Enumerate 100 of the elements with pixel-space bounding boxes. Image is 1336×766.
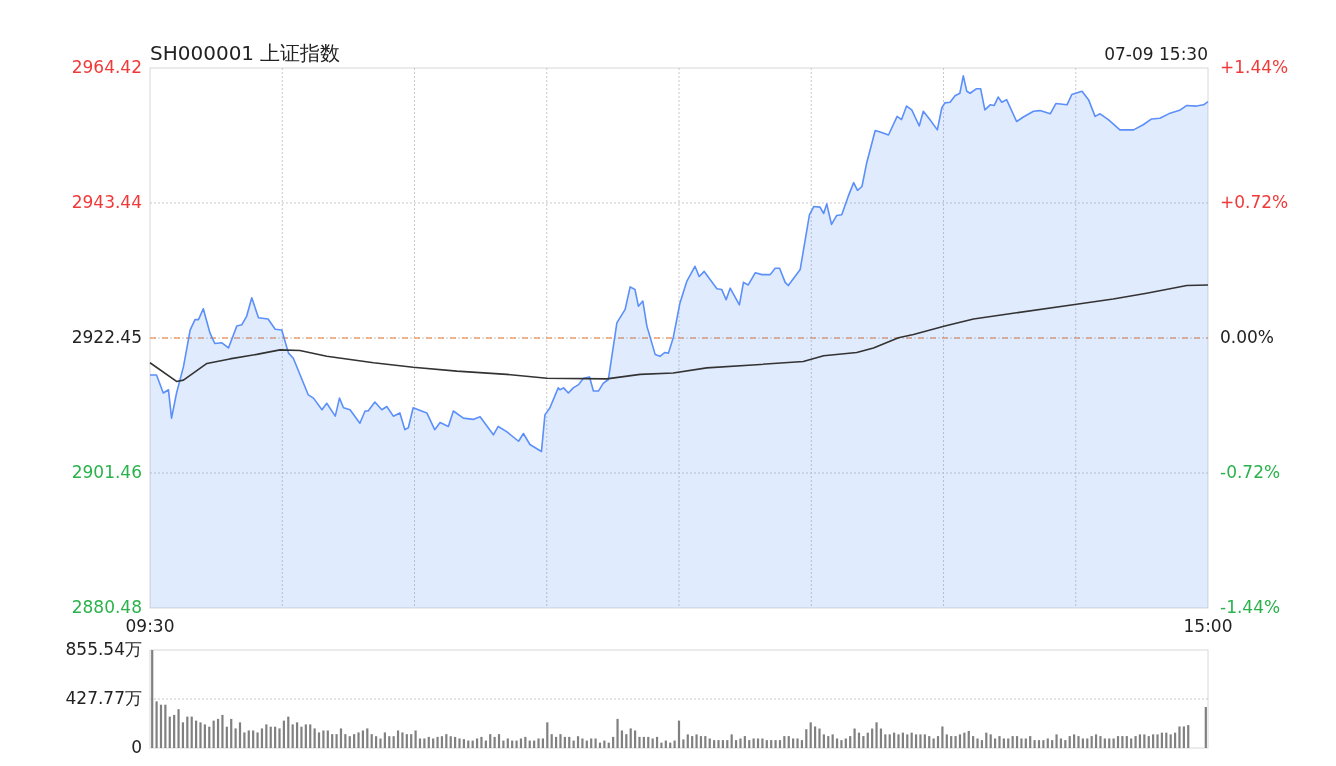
bar <box>1033 740 1036 748</box>
bar <box>677 720 681 748</box>
bar <box>252 730 255 748</box>
bar <box>1064 740 1067 748</box>
bar <box>423 738 426 748</box>
bar <box>449 736 452 748</box>
bar <box>326 730 329 748</box>
bar <box>317 732 321 748</box>
bar <box>989 734 992 748</box>
bar <box>616 718 619 748</box>
bar <box>634 730 637 748</box>
bar <box>805 729 808 748</box>
bar <box>361 730 365 748</box>
bar <box>682 739 685 748</box>
bar <box>695 734 698 748</box>
bar <box>1108 738 1111 748</box>
bar <box>1156 734 1159 748</box>
bar <box>247 730 250 748</box>
bar <box>234 728 237 748</box>
bar <box>462 739 465 748</box>
bar <box>686 734 689 748</box>
bar <box>1059 738 1063 748</box>
y2-tick-label: +1.44% <box>1220 57 1289 77</box>
bar <box>344 734 347 748</box>
bar <box>1094 734 1098 748</box>
bar <box>212 720 215 748</box>
bar <box>1178 726 1181 748</box>
bar <box>256 732 259 748</box>
bar <box>835 738 839 748</box>
bar <box>414 730 417 748</box>
bar <box>1112 738 1115 748</box>
bar <box>822 734 825 748</box>
bar <box>331 734 334 748</box>
bar <box>783 736 786 748</box>
bar <box>726 740 729 748</box>
bar <box>1029 736 1032 748</box>
bar <box>647 736 650 748</box>
y-tick-label: 855.54万 <box>65 639 142 659</box>
bar <box>590 738 593 748</box>
bar <box>739 738 742 748</box>
y2-tick-label: -0.72% <box>1220 462 1281 482</box>
bar <box>454 736 457 748</box>
bar <box>651 738 654 748</box>
bar <box>862 736 865 748</box>
bar <box>1024 738 1027 748</box>
bar <box>322 730 325 748</box>
bar <box>713 740 716 748</box>
y-tick-label: 0 <box>131 737 142 757</box>
y-tick-label: 2964.42 <box>71 57 142 77</box>
bar <box>1152 734 1155 748</box>
bar <box>410 734 413 748</box>
bar <box>581 738 584 748</box>
bar <box>186 716 189 748</box>
bar <box>339 728 343 748</box>
chart-subtitle: 07-09 15:30 <box>1104 44 1208 64</box>
bar <box>445 734 448 748</box>
bar <box>906 734 909 748</box>
bar <box>954 736 957 748</box>
bar <box>541 738 545 748</box>
bar <box>655 736 659 748</box>
bar <box>440 736 444 748</box>
bar <box>418 738 422 748</box>
bar <box>238 722 242 748</box>
bar <box>489 734 492 748</box>
bar <box>704 736 707 748</box>
bar <box>190 716 193 748</box>
bar <box>809 722 812 748</box>
bar <box>993 738 997 748</box>
bar <box>493 736 496 748</box>
bar <box>800 740 804 748</box>
bar <box>941 726 944 748</box>
bar <box>748 740 751 748</box>
bar <box>313 728 316 748</box>
bar <box>1182 726 1185 748</box>
y-tick-label: 427.77万 <box>65 688 142 708</box>
bar <box>976 738 979 748</box>
bar <box>282 720 285 748</box>
chart-title: SH000001 上证指数 <box>150 41 341 65</box>
bar <box>1042 740 1045 748</box>
bar <box>840 740 843 748</box>
bar <box>295 722 299 748</box>
bar <box>576 736 580 748</box>
bar <box>168 716 171 748</box>
bar <box>383 732 386 748</box>
bar <box>1055 734 1058 748</box>
bar <box>353 734 356 748</box>
bar <box>1077 736 1080 748</box>
bar <box>620 730 624 748</box>
bar <box>502 740 505 748</box>
bar <box>813 726 817 748</box>
bar <box>914 734 918 748</box>
bar <box>335 734 338 748</box>
bar <box>717 740 720 748</box>
bar <box>1020 738 1023 748</box>
bar <box>699 736 703 748</box>
bar <box>1143 734 1146 748</box>
bar <box>519 738 523 748</box>
bar <box>1081 738 1084 748</box>
y-tick-label: 2901.46 <box>71 462 142 483</box>
bar <box>761 738 764 748</box>
